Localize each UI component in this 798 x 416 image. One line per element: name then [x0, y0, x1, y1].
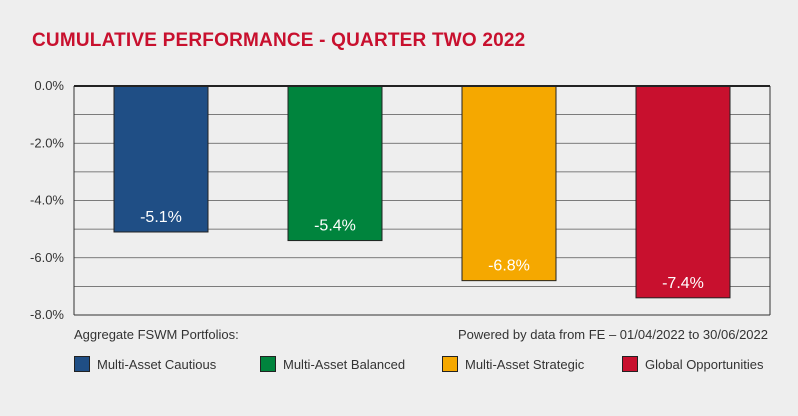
y-tick-label: -6.0%	[30, 250, 64, 265]
legend-label: Multi-Asset Balanced	[283, 356, 406, 372]
bar	[635, 85, 731, 299]
portfolios-caption: Aggregate FSWM Portfolios:	[74, 327, 239, 342]
legend-swatch	[442, 356, 458, 372]
legend-swatch	[622, 356, 638, 372]
bar-value-label: -7.4%	[662, 275, 704, 292]
y-tick-label: -2.0%	[30, 135, 64, 150]
chart-legend: Multi-Asset Cautious Multi-Asset Balance…	[0, 356, 798, 376]
legend-item: Multi-Asset Strategic	[442, 356, 584, 372]
legend-label: Multi-Asset Cautious	[97, 356, 217, 372]
bar	[461, 85, 557, 282]
y-tick-label: -4.0%	[30, 193, 64, 208]
legend-item: Multi-Asset Cautious	[74, 356, 216, 372]
legend-item: Multi-Asset Balanced	[260, 356, 405, 372]
bar	[287, 85, 383, 242]
data-source-caption: Powered by data from FE – 01/04/2022 to …	[457, 327, 768, 342]
legend-swatch	[74, 356, 90, 372]
bar-value-label: -6.8%	[488, 258, 530, 275]
legend-swatch	[260, 356, 276, 372]
y-tick-label: -8.0%	[30, 307, 64, 322]
legend-label: Multi-Asset Strategic	[465, 356, 585, 372]
y-tick-label: 0.0%	[34, 78, 64, 93]
chart-title: CUMULATIVE PERFORMANCE - QUARTER TWO 202…	[32, 30, 526, 51]
legend-item: Global Opportunities	[622, 356, 764, 372]
bar-value-label: -5.4%	[314, 218, 356, 235]
bar	[113, 85, 209, 233]
legend-label: Global Opportunities	[645, 356, 764, 372]
bar-value-label: -5.1%	[140, 209, 182, 226]
